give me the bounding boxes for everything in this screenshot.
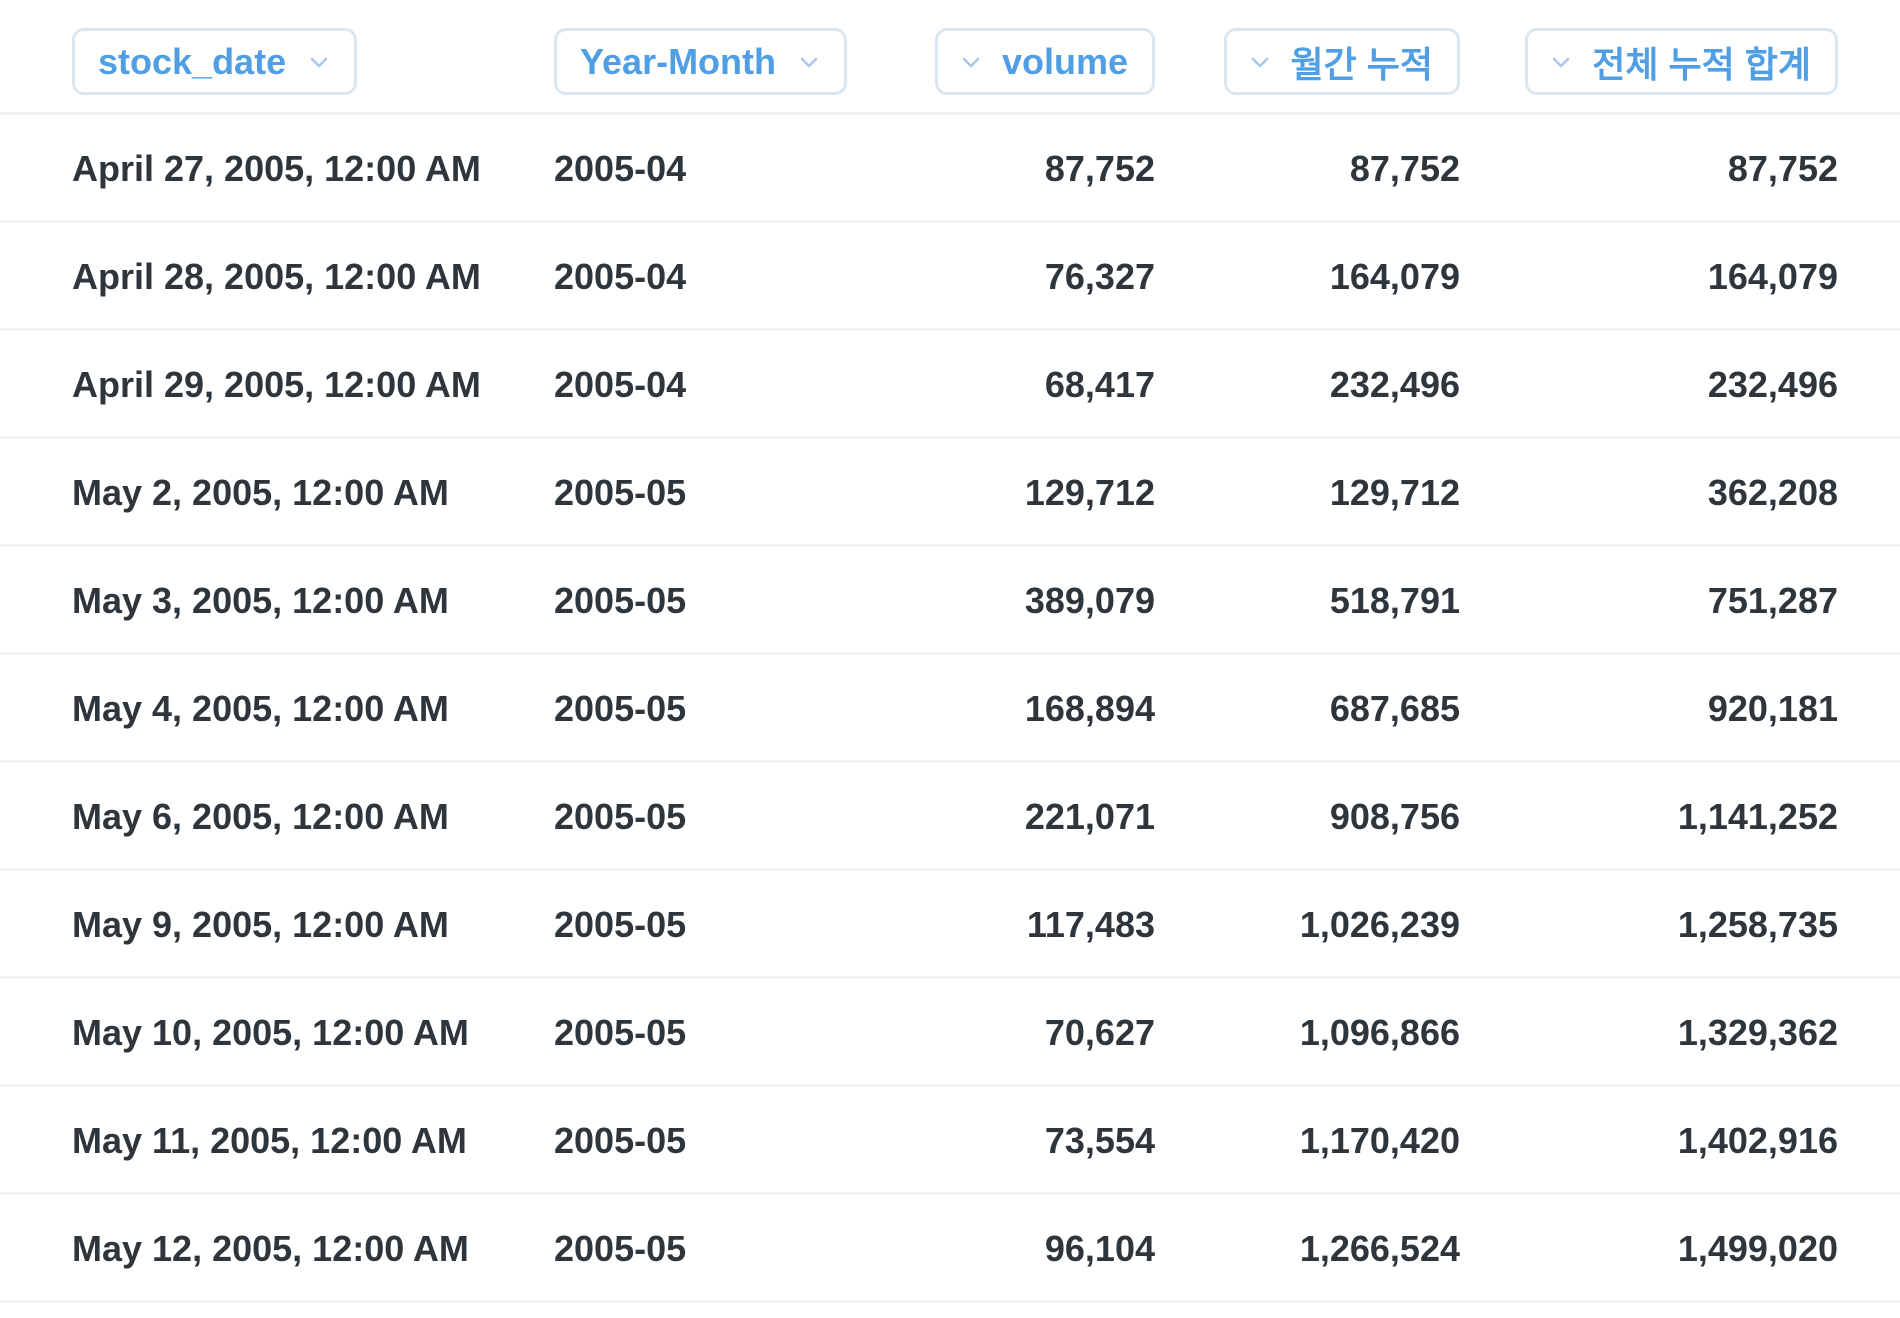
cell-stock-date[interactable]: May 2, 2005, 12:00 AM bbox=[72, 472, 449, 513]
cell-year-month[interactable]: 2005-04 bbox=[554, 148, 687, 189]
table-row: April 27, 2005, 12:00 AM 2005-04 87,752 87,… bbox=[0, 115, 1900, 223]
cell-year-month[interactable]: 2005-05 bbox=[554, 796, 687, 837]
column-header-monthly-cumulative: 월간 누적 bbox=[1200, 0, 1460, 115]
cell-monthly-cumulative[interactable]: 1,266,524 bbox=[1299, 1228, 1460, 1269]
chevron-down-icon bbox=[960, 51, 982, 73]
cell-volume[interactable]: 73,554 bbox=[1044, 1120, 1155, 1161]
cell-total-cumulative[interactable]: 232,496 bbox=[1707, 364, 1838, 405]
column-button-monthly-cumulative[interactable]: 월간 누적 bbox=[1223, 28, 1460, 95]
cell-stock-date[interactable]: April 28, 2005, 12:00 AM bbox=[72, 256, 481, 297]
cell-year-month[interactable]: 2005-04 bbox=[554, 256, 687, 297]
column-header-stock-date: stock_date bbox=[0, 0, 520, 115]
cell-volume[interactable]: 70,627 bbox=[1044, 1012, 1155, 1053]
cell-year-month[interactable]: 2005-05 bbox=[554, 1012, 687, 1053]
cell-year-month[interactable]: 2005-04 bbox=[554, 364, 687, 405]
chevron-down-icon bbox=[1249, 51, 1271, 73]
table-row: May 12, 2005, 12:00 AM 2005-05 96,104 1,266… bbox=[0, 1195, 1900, 1303]
cell-monthly-cumulative[interactable]: 1,026,239 bbox=[1299, 904, 1460, 945]
cell-monthly-cumulative[interactable]: 1,170,420 bbox=[1299, 1120, 1460, 1161]
cell-stock-date[interactable]: May 10, 2005, 12:00 AM bbox=[72, 1012, 469, 1053]
column-button-total-cumulative[interactable]: 전체 누적 합계 bbox=[1525, 28, 1838, 95]
cell-volume[interactable]: 87,752 bbox=[1044, 148, 1155, 189]
table-row: April 28, 2005, 12:00 AM 2005-04 76,327 164… bbox=[0, 223, 1900, 331]
cell-volume[interactable]: 168,894 bbox=[1024, 688, 1155, 729]
cell-total-cumulative[interactable]: 1,141,252 bbox=[1677, 796, 1838, 837]
cell-total-cumulative[interactable]: 1,402,916 bbox=[1677, 1120, 1838, 1161]
cell-monthly-cumulative[interactable]: 129,712 bbox=[1329, 472, 1460, 513]
cell-stock-date[interactable]: May 12, 2005, 12:00 AM bbox=[72, 1228, 469, 1269]
column-button-volume[interactable]: volume bbox=[934, 28, 1155, 95]
cell-total-cumulative[interactable]: 1,499,020 bbox=[1677, 1228, 1838, 1269]
cell-year-month[interactable]: 2005-05 bbox=[554, 1120, 687, 1161]
table-row: May 3, 2005, 12:00 AM 2005-05 389,079 518,7… bbox=[0, 547, 1900, 655]
cell-volume[interactable]: 96,104 bbox=[1044, 1228, 1155, 1269]
chevron-down-icon bbox=[798, 51, 820, 73]
cell-volume[interactable]: 221,071 bbox=[1024, 796, 1155, 837]
column-button-year-month[interactable]: Year-Month bbox=[554, 28, 848, 95]
table-row: May 11, 2005, 12:00 AM 2005-05 73,554 1,170… bbox=[0, 1087, 1900, 1195]
cell-total-cumulative[interactable]: 751,287 bbox=[1707, 580, 1838, 621]
cell-year-month[interactable]: 2005-05 bbox=[554, 904, 687, 945]
column-label: 월간 누적 bbox=[1290, 43, 1433, 85]
chevron-down-icon bbox=[1550, 51, 1572, 73]
column-header-volume: volume bbox=[900, 0, 1155, 115]
column-header-total-cumulative: 전체 누적 합계 bbox=[1500, 0, 1838, 115]
cell-year-month[interactable]: 2005-05 bbox=[554, 688, 687, 729]
cell-monthly-cumulative[interactable]: 232,496 bbox=[1329, 364, 1460, 405]
table-row: May 2, 2005, 12:00 AM 2005-05 129,712 129,7… bbox=[0, 439, 1900, 547]
table-row: May 10, 2005, 12:00 AM 2005-05 70,627 1,096… bbox=[0, 979, 1900, 1087]
cell-year-month[interactable]: 2005-05 bbox=[554, 472, 687, 513]
cell-monthly-cumulative[interactable]: 687,685 bbox=[1329, 688, 1460, 729]
cell-stock-date[interactable]: May 4, 2005, 12:00 AM bbox=[72, 688, 449, 729]
cell-volume[interactable]: 76,327 bbox=[1044, 256, 1155, 297]
column-button-stock-date[interactable]: stock_date bbox=[72, 28, 358, 95]
cell-total-cumulative[interactable]: 1,258,735 bbox=[1677, 904, 1838, 945]
cell-volume[interactable]: 389,079 bbox=[1024, 580, 1155, 621]
cell-year-month[interactable]: 2005-05 bbox=[554, 1228, 687, 1269]
column-label: Year-Month bbox=[580, 40, 777, 82]
cell-total-cumulative[interactable]: 87,752 bbox=[1727, 148, 1838, 189]
cell-volume[interactable]: 68,417 bbox=[1044, 364, 1155, 405]
cell-year-month[interactable]: 2005-05 bbox=[554, 580, 687, 621]
column-header-year-month: Year-Month bbox=[520, 0, 900, 115]
cell-total-cumulative[interactable]: 920,181 bbox=[1707, 688, 1838, 729]
cell-total-cumulative[interactable]: 164,079 bbox=[1707, 256, 1838, 297]
column-label: 전체 누적 합계 bbox=[1592, 43, 1811, 85]
cell-stock-date[interactable]: April 27, 2005, 12:00 AM bbox=[72, 148, 481, 189]
cell-volume[interactable]: 129,712 bbox=[1024, 472, 1155, 513]
table-row: May 9, 2005, 12:00 AM 2005-05 117,483 1,026… bbox=[0, 871, 1900, 979]
table-row: May 4, 2005, 12:00 AM 2005-05 168,894 687,6… bbox=[0, 655, 1900, 763]
cell-stock-date[interactable]: May 3, 2005, 12:00 AM bbox=[72, 580, 449, 621]
cell-monthly-cumulative[interactable]: 87,752 bbox=[1349, 148, 1460, 189]
cell-total-cumulative[interactable]: 362,208 bbox=[1707, 472, 1838, 513]
table-row: May 6, 2005, 12:00 AM 2005-05 221,071 908,7… bbox=[0, 763, 1900, 871]
column-label: stock_date bbox=[98, 40, 287, 82]
chevron-down-icon bbox=[308, 51, 330, 73]
cell-stock-date[interactable]: May 6, 2005, 12:00 AM bbox=[72, 796, 449, 837]
cell-monthly-cumulative[interactable]: 1,096,866 bbox=[1299, 1012, 1460, 1053]
column-label: volume bbox=[1001, 40, 1128, 82]
table-body: April 27, 2005, 12:00 AM 2005-04 87,752 87,… bbox=[0, 115, 1900, 1303]
cell-stock-date[interactable]: May 11, 2005, 12:00 AM bbox=[72, 1120, 467, 1161]
table-header: stock_date Year-Month volume bbox=[0, 0, 1900, 115]
cell-stock-date[interactable]: April 29, 2005, 12:00 AM bbox=[72, 364, 481, 405]
cell-stock-date[interactable]: May 9, 2005, 12:00 AM bbox=[72, 904, 449, 945]
table-row: April 29, 2005, 12:00 AM 2005-04 68,417 232… bbox=[0, 331, 1900, 439]
cell-monthly-cumulative[interactable]: 908,756 bbox=[1329, 796, 1460, 837]
cell-monthly-cumulative[interactable]: 164,079 bbox=[1329, 256, 1460, 297]
cell-total-cumulative[interactable]: 1,329,362 bbox=[1677, 1012, 1838, 1053]
cell-monthly-cumulative[interactable]: 518,791 bbox=[1329, 580, 1460, 621]
cell-volume[interactable]: 117,483 bbox=[1026, 904, 1155, 945]
